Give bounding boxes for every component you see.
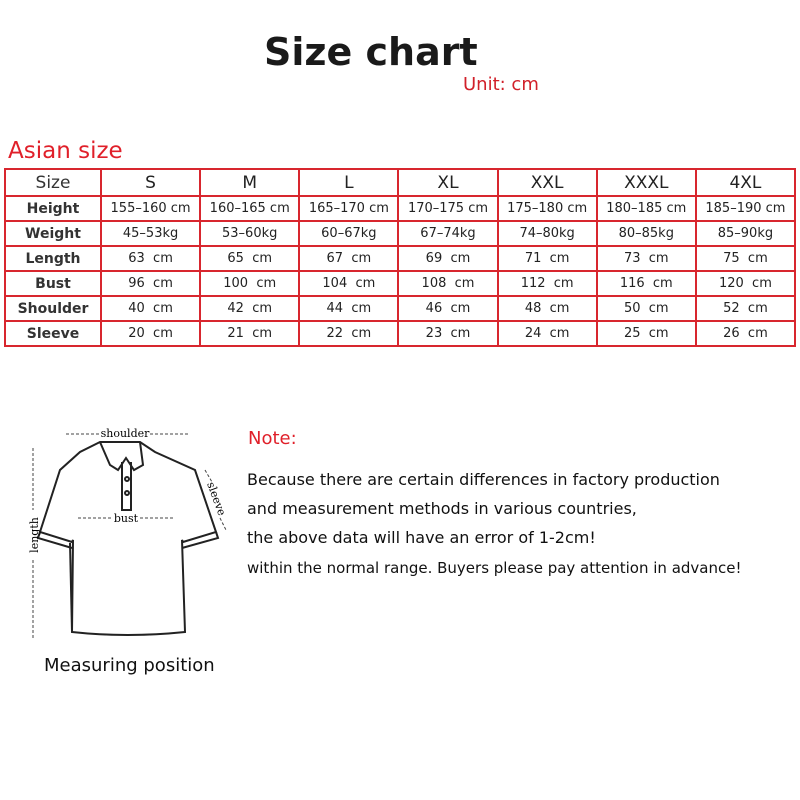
table-cell: 80–85kg [595,220,697,247]
row-label: Height [4,195,102,222]
table-cell: 24 cm [496,320,598,347]
table-cell: 73 cm [595,245,697,272]
table-title: Asian size [8,138,123,164]
size-table: Size S M L XL XXL XXXL 4XL Height 155–160 cm 160–1… [4,168,797,347]
table-cell: 155–160 cm [99,195,202,222]
row-label: Sleeve [4,320,102,347]
table-cell: 63 cm [99,245,202,272]
table-cell: 45–53kg [99,220,202,247]
bust-label: bust [114,512,139,525]
table-cell: 69 cm [397,245,499,272]
row-label: Weight [4,220,102,247]
table-cell: M [199,168,301,197]
table-cell: 71 cm [496,245,598,272]
table-cell: 42 cm [199,295,301,322]
table-cell: 67–74kg [397,220,499,247]
table-cell: 112 cm [496,270,598,297]
table-cell: S [99,168,202,197]
table-cell: 48 cm [496,295,598,322]
page-title: Size chart [264,30,478,74]
shirt-icon [36,441,220,636]
table-cell: 46 cm [397,295,499,322]
table-cell: 75 cm [694,245,797,272]
row-label: Length [4,245,102,272]
table-row: Shoulder 40 cm 42 cm 44 cm 46 cm 48 cm 50 cm 52… [4,295,797,322]
table-cell: 67 cm [298,245,400,272]
table-cell: 170–175 cm [397,195,499,222]
table-cell: 165–170 cm [298,195,400,222]
note-line: and measurement methods in various count… [247,499,637,518]
table-cell: 180–185 cm [595,195,697,222]
row-label: Shoulder [4,295,102,322]
table-row: Height 155–160 cm 160–165 cm 165–170 cm 170–… [4,195,797,222]
table-cell: 108 cm [397,270,499,297]
table-row: Length 63 cm 65 cm 67 cm 69 cm 71 cm 73 cm 75 c… [4,245,797,272]
table-cell: 22 cm [298,320,400,347]
table-row: Sleeve 20 cm 21 cm 22 cm 23 cm 24 cm 25 cm 26 c… [4,320,797,347]
diagram-caption: Measuring position [44,655,215,676]
table-cell: 74–80kg [496,220,598,247]
table-cell: 23 cm [397,320,499,347]
row-label: Size [4,168,102,197]
table-cell: 85–90kg [694,220,797,247]
table-header-row: Size S M L XL XXL XXXL 4XL [4,168,797,197]
table-cell: 25 cm [595,320,697,347]
table-cell: XXL [496,168,598,197]
table-cell: 175–180 cm [496,195,598,222]
table-cell: 26 cm [694,320,797,347]
table-cell: 52 cm [694,295,797,322]
length-label: length [28,517,41,553]
table-cell: 4XL [694,168,797,197]
table-cell: 44 cm [298,295,400,322]
table-cell: 116 cm [595,270,697,297]
shoulder-label: shoulder [101,427,151,440]
table-cell: L [298,168,400,197]
note-line: within the normal range. Buyers please p… [247,559,742,577]
table-cell: 185–190 cm [694,195,797,222]
table-row: Bust 96 cm 100 cm 104 cm 108 cm 112 cm 116 cm 1… [4,270,797,297]
row-label: Bust [4,270,102,297]
table-cell: XL [397,168,499,197]
table-cell: 60–67kg [298,220,400,247]
shirt-diagram: shoulder bust length sleeve [28,427,228,640]
table-cell: 96 cm [99,270,202,297]
unit-label: Unit: cm [463,74,539,95]
table-cell: 21 cm [199,320,301,347]
table-cell: 104 cm [298,270,400,297]
table-cell: 50 cm [595,295,697,322]
table-cell: 100 cm [199,270,301,297]
table-cell: 120 cm [694,270,797,297]
table-cell: 40 cm [99,295,202,322]
table-cell: 20 cm [99,320,202,347]
note-line: the above data will have an error of 1-2… [247,528,596,547]
table-cell: XXXL [595,168,697,197]
table-cell: 160–165 cm [199,195,301,222]
table-cell: 53–60kg [199,220,301,247]
note-heading: Note: [248,428,297,449]
note-line: Because there are certain differences in… [247,470,720,489]
table-cell: 65 cm [199,245,301,272]
table-row: Weight 45–53kg 53–60kg 60–67kg 67–74kg 74–80k… [4,220,797,247]
